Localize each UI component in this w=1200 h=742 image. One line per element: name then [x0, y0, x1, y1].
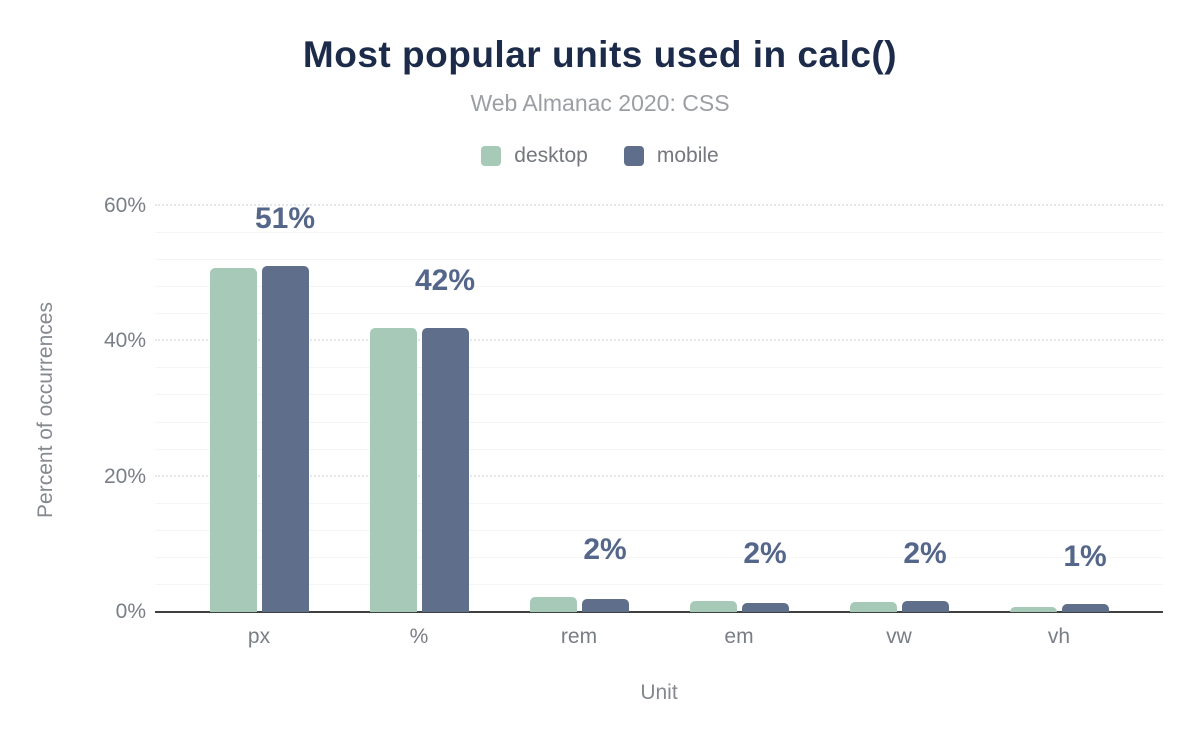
minor-gridline-16 [155, 502, 1163, 504]
bar-pair-px [179, 265, 339, 612]
bar-mobile-em [741, 602, 789, 612]
minor-gridline-52 [155, 259, 1163, 261]
bar-mobile-% [421, 327, 469, 612]
bar-pair-vh [979, 603, 1139, 612]
chart-subtitle: Web Almanac 2020: CSS [470, 90, 730, 116]
minor-gridline-12 [155, 529, 1163, 531]
x-tick-%: % [409, 625, 429, 648]
x-tick-px: px [247, 625, 271, 648]
legend-label-mobile: mobile [656, 144, 719, 167]
minor-gridline-24 [155, 448, 1163, 450]
value-label-rem: 2% [583, 533, 627, 567]
x-tick-em: em [724, 625, 754, 648]
value-label-px: 51% [254, 201, 316, 235]
bar-pair-vw [819, 600, 979, 612]
value-label-%: 42% [414, 263, 476, 297]
minor-gridline-8 [155, 556, 1163, 558]
legend: desktop mobile [0, 144, 1200, 168]
bar-mobile-rem [581, 599, 629, 612]
legend-label-desktop: desktop [514, 144, 588, 167]
bar-desktop-% [369, 328, 417, 612]
y-axis-title: Percent of occurrences [34, 302, 57, 518]
x-axis-title: Unit [640, 681, 678, 704]
minor-gridline-4 [155, 583, 1163, 585]
bar-desktop-em [689, 600, 737, 612]
y-tick-20: 20% [103, 464, 146, 488]
x-tick-vh: vh [1047, 625, 1071, 648]
y-tick-40: 40% [103, 329, 146, 353]
bar-mobile-vw [901, 600, 949, 612]
major-gridline-20 [155, 474, 1163, 477]
major-gridline-40 [155, 339, 1163, 342]
value-label-vw: 2% [903, 536, 947, 570]
major-gridline-60 [155, 204, 1163, 206]
minor-gridline-56 [155, 232, 1163, 234]
bar-desktop-vw [849, 601, 897, 612]
x-tick-rem: rem [560, 625, 598, 648]
minor-gridline-44 [155, 313, 1163, 315]
bar-group-vh: 1% vh [979, 206, 1139, 648]
legend-swatch-mobile [623, 146, 644, 166]
bar-group-em: 2% em [659, 206, 819, 648]
legend-item-mobile: mobile [623, 144, 719, 168]
legend-item-desktop: desktop [481, 144, 588, 168]
chart-title: Most popular units used in calc() [302, 34, 898, 75]
minor-gridline-32 [155, 394, 1163, 396]
y-tick-60: 60% [103, 194, 146, 217]
bar-desktop-px [209, 267, 257, 612]
minor-gridline-36 [155, 367, 1163, 369]
x-axis-line [155, 611, 1163, 613]
bar-pair-em [659, 600, 819, 612]
bar-pair-% [339, 327, 499, 612]
x-tick-vw: vw [886, 625, 912, 648]
value-label-vh: 1% [1063, 539, 1107, 573]
y-tick-0: 0% [115, 600, 146, 623]
bar-group-%: 42%% [339, 206, 499, 648]
minor-gridline-28 [155, 421, 1163, 423]
bar-mobile-vh [1061, 603, 1109, 612]
bar-group-px: 51% px [179, 201, 339, 648]
bar-group-vw: 2% vw [819, 206, 979, 648]
minor-gridline-48 [155, 286, 1163, 288]
bar-desktop-rem [529, 597, 577, 612]
bar-pair-rem [499, 597, 659, 612]
bar-group-rem: 2% rem [499, 206, 659, 648]
value-label-em: 2% [743, 536, 787, 570]
legend-swatch-desktop [481, 146, 502, 166]
plot-area: 51% px 42%% 2% rem 2% em 2% vw 1% vh [155, 201, 1163, 648]
bar-desktop-vh [1009, 606, 1057, 612]
bar-mobile-px [261, 265, 309, 612]
